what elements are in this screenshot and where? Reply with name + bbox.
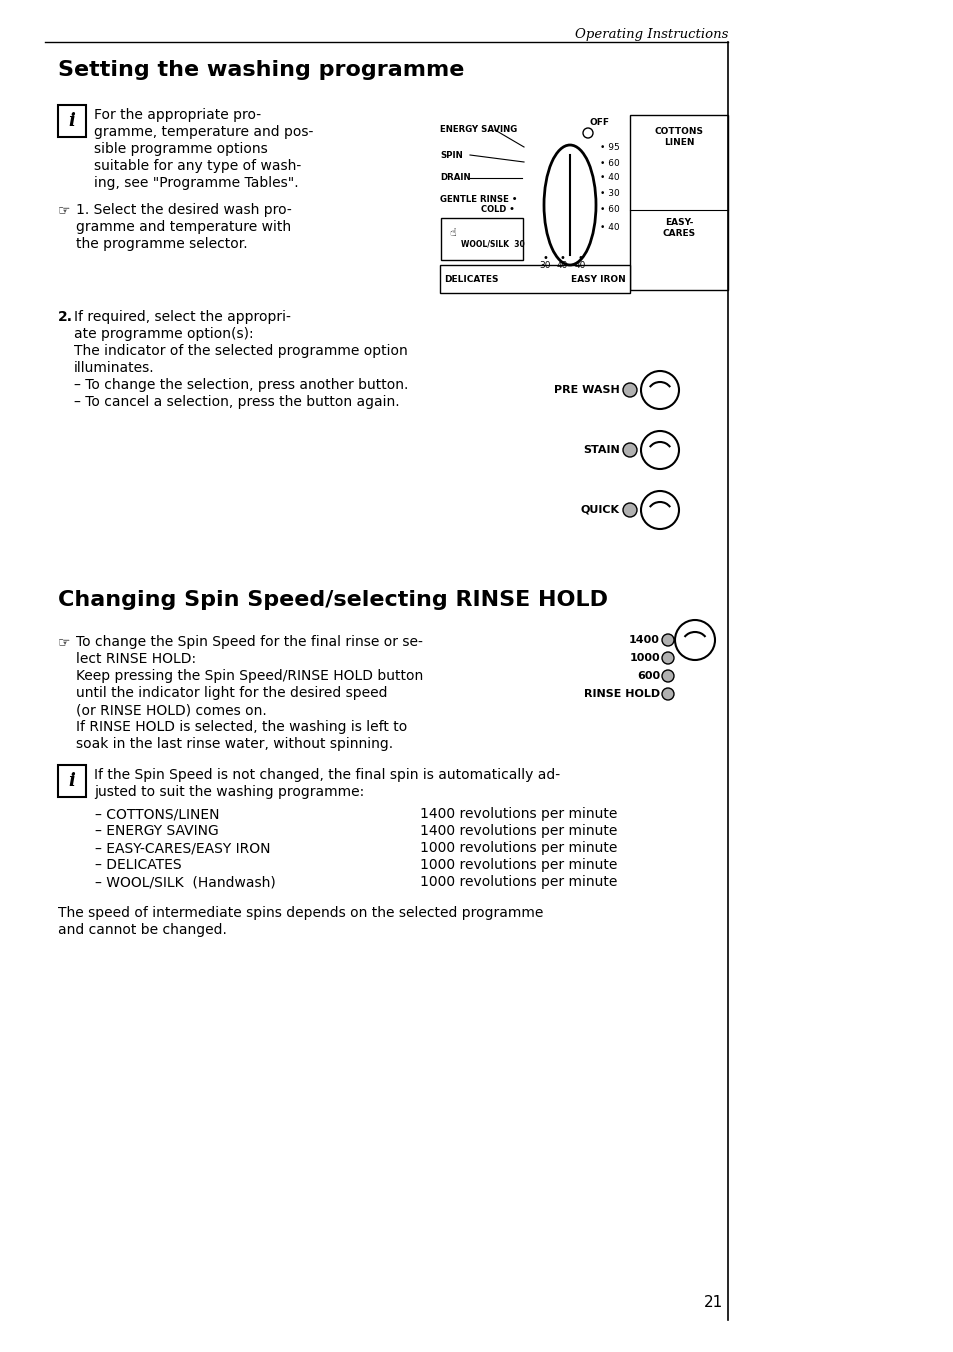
Text: QUICK: QUICK (580, 506, 619, 515)
Circle shape (640, 491, 679, 529)
Text: • 60: • 60 (599, 158, 619, 168)
Text: PRE WASH: PRE WASH (554, 385, 619, 395)
Text: – To change the selection, press another button.: – To change the selection, press another… (74, 379, 408, 392)
Text: • 40: • 40 (599, 223, 619, 233)
Text: DRAIN: DRAIN (439, 173, 470, 183)
Text: For the appropriate pro-: For the appropriate pro- (94, 108, 261, 122)
Text: – To cancel a selection, press the button again.: – To cancel a selection, press the butto… (74, 395, 399, 410)
Circle shape (675, 621, 714, 660)
Text: gramme, temperature and pos-: gramme, temperature and pos- (94, 124, 313, 139)
Text: i: i (69, 772, 75, 790)
Text: • 40: • 40 (599, 173, 619, 183)
Text: – WOOL/SILK  (Handwash): – WOOL/SILK (Handwash) (95, 875, 275, 890)
Circle shape (582, 128, 593, 138)
Bar (58, 105, 86, 137)
Text: If the Spin Speed is not changed, the final spin is automatically ad-: If the Spin Speed is not changed, the fi… (94, 768, 559, 781)
Bar (439, 265, 629, 293)
Text: ☞: ☞ (58, 635, 71, 649)
Bar (629, 115, 727, 289)
Text: • 30: • 30 (599, 189, 619, 199)
Text: 1000 revolutions per minute: 1000 revolutions per minute (419, 841, 617, 854)
Circle shape (622, 503, 637, 516)
Circle shape (661, 671, 673, 681)
Circle shape (622, 383, 637, 397)
Circle shape (640, 370, 679, 410)
Text: ing, see "Programme Tables".: ing, see "Programme Tables". (94, 176, 298, 191)
Text: If required, select the appropri-: If required, select the appropri- (74, 310, 291, 324)
Text: ENERGY SAVING: ENERGY SAVING (439, 126, 517, 134)
Text: 40: 40 (556, 261, 567, 270)
Text: lect RINSE HOLD:: lect RINSE HOLD: (76, 652, 196, 667)
Text: justed to suit the washing programme:: justed to suit the washing programme: (94, 786, 364, 799)
Bar (440, 218, 522, 260)
Text: – DELICATES: – DELICATES (95, 859, 181, 872)
Text: ☝: ☝ (449, 228, 456, 238)
Text: CARES: CARES (661, 228, 695, 238)
Text: SPIN: SPIN (439, 150, 462, 160)
Ellipse shape (543, 145, 596, 265)
Text: •: • (541, 253, 547, 264)
Circle shape (640, 431, 679, 469)
Text: RINSE HOLD: RINSE HOLD (583, 690, 659, 699)
Text: 1. Select the desired wash pro-: 1. Select the desired wash pro- (76, 203, 292, 218)
Text: Operating Instructions: Operating Instructions (574, 28, 727, 41)
Text: 1400 revolutions per minute: 1400 revolutions per minute (419, 823, 617, 838)
Circle shape (622, 443, 637, 457)
Text: COLD •: COLD • (480, 206, 515, 214)
Text: (or RINSE HOLD) comes on.: (or RINSE HOLD) comes on. (76, 703, 267, 717)
Text: •: • (577, 253, 582, 264)
Text: •: • (558, 253, 564, 264)
Text: WOOL/SILK  30: WOOL/SILK 30 (460, 239, 524, 249)
Text: Changing Spin Speed/selecting RINSE HOLD: Changing Spin Speed/selecting RINSE HOLD (58, 589, 607, 610)
Text: and cannot be changed.: and cannot be changed. (58, 923, 227, 937)
Text: 1400 revolutions per minute: 1400 revolutions per minute (419, 807, 617, 821)
Text: • 60: • 60 (599, 206, 619, 215)
Text: COTTONS: COTTONS (654, 127, 702, 137)
Text: Keep pressing the Spin Speed/RINSE HOLD button: Keep pressing the Spin Speed/RINSE HOLD … (76, 669, 423, 683)
Text: – ENERGY SAVING: – ENERGY SAVING (95, 823, 218, 838)
Text: 1000 revolutions per minute: 1000 revolutions per minute (419, 875, 617, 890)
Text: – EASY-CARES/EASY IRON: – EASY-CARES/EASY IRON (95, 841, 271, 854)
Text: 600: 600 (637, 671, 659, 681)
Text: sible programme options: sible programme options (94, 142, 268, 155)
Text: soak in the last rinse water, without spinning.: soak in the last rinse water, without sp… (76, 737, 393, 750)
Text: The indicator of the selected programme option: The indicator of the selected programme … (74, 343, 407, 358)
Text: 1000 revolutions per minute: 1000 revolutions per minute (419, 859, 617, 872)
Text: ☞: ☞ (58, 203, 71, 218)
Text: Setting the washing programme: Setting the washing programme (58, 59, 464, 80)
Text: gramme and temperature with: gramme and temperature with (76, 220, 291, 234)
Bar (58, 765, 86, 796)
Text: DELICATES: DELICATES (443, 274, 498, 284)
Text: until the indicator light for the desired speed: until the indicator light for the desire… (76, 685, 387, 700)
Text: suitable for any type of wash-: suitable for any type of wash- (94, 160, 301, 173)
Text: If RINSE HOLD is selected, the washing is left to: If RINSE HOLD is selected, the washing i… (76, 721, 407, 734)
Text: STAIN: STAIN (582, 445, 619, 456)
Text: To change the Spin Speed for the final rinse or se-: To change the Spin Speed for the final r… (76, 635, 422, 649)
Text: ate programme option(s):: ate programme option(s): (74, 327, 253, 341)
Text: i: i (69, 112, 75, 130)
Text: The speed of intermediate spins depends on the selected programme: The speed of intermediate spins depends … (58, 906, 543, 919)
Text: LINEN: LINEN (663, 138, 694, 147)
Text: 40: 40 (574, 261, 585, 270)
Text: the programme selector.: the programme selector. (76, 237, 248, 251)
Circle shape (661, 688, 673, 700)
Text: • 95: • 95 (599, 143, 619, 153)
Text: 1000: 1000 (629, 653, 659, 662)
Text: EASY-: EASY- (664, 218, 693, 227)
Circle shape (661, 634, 673, 646)
Circle shape (661, 652, 673, 664)
Text: illuminates.: illuminates. (74, 361, 154, 375)
Text: 1400: 1400 (628, 635, 659, 645)
Text: 21: 21 (703, 1295, 722, 1310)
Text: EASY IRON: EASY IRON (571, 274, 625, 284)
Text: GENTLE RINSE •: GENTLE RINSE • (439, 196, 517, 204)
Text: 2.: 2. (58, 310, 73, 324)
Text: OFF: OFF (589, 118, 609, 127)
Text: – COTTONS/LINEN: – COTTONS/LINEN (95, 807, 219, 821)
Text: 30: 30 (538, 261, 550, 270)
